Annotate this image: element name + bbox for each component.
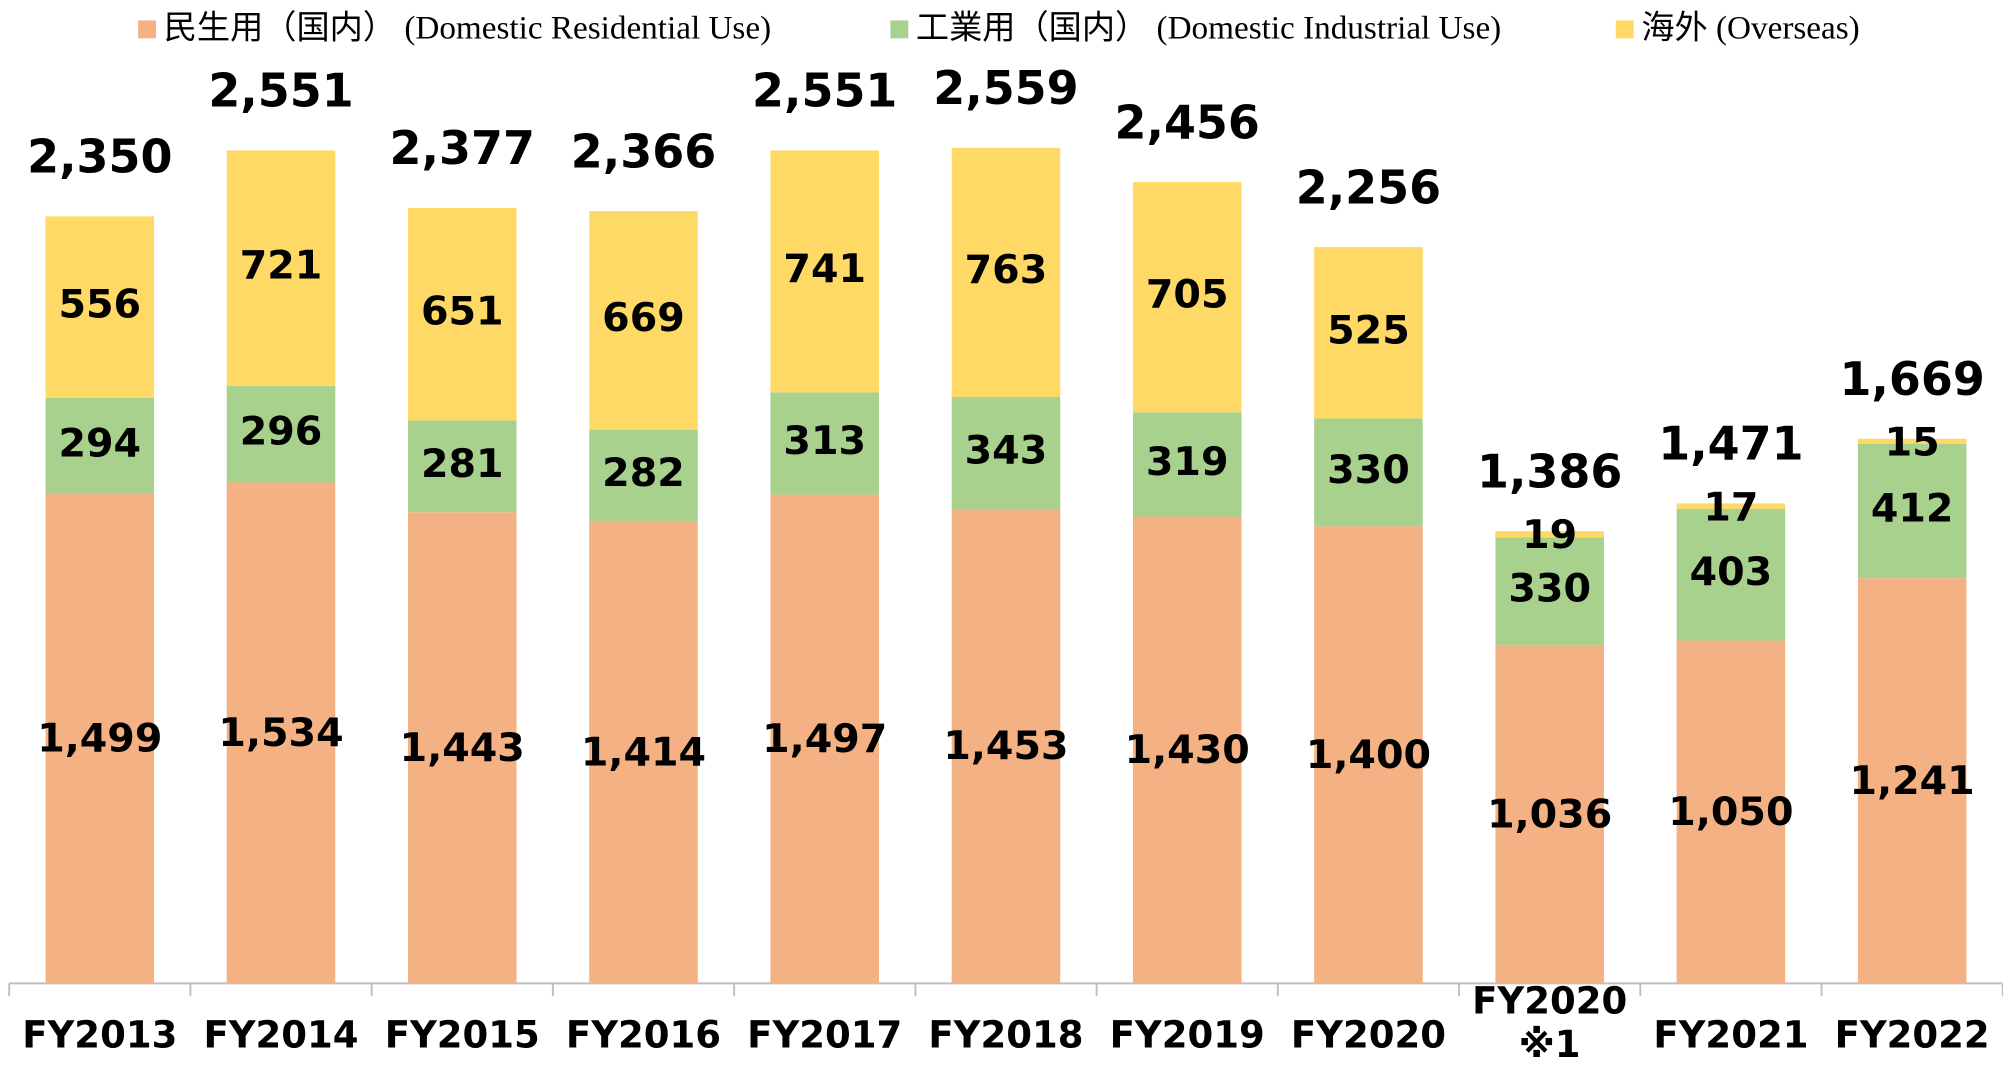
total-label: 2,350 bbox=[27, 130, 172, 184]
total-label: 2,366 bbox=[571, 124, 716, 178]
total-label: 2,256 bbox=[1296, 160, 1441, 214]
value-label: 1,443 bbox=[400, 725, 525, 771]
value-label: 1,400 bbox=[1306, 732, 1431, 778]
value-label: 763 bbox=[965, 247, 1048, 293]
x-tick-label: FY2016 bbox=[566, 1014, 721, 1057]
value-label: 282 bbox=[602, 450, 685, 496]
bar-segment bbox=[1676, 508, 1786, 641]
value-label: 651 bbox=[421, 289, 504, 335]
bar-segment bbox=[45, 216, 155, 398]
value-label: 525 bbox=[1327, 307, 1410, 353]
bar-segment bbox=[45, 493, 155, 984]
value-label: 1,050 bbox=[1668, 789, 1793, 835]
value-label: 294 bbox=[58, 420, 141, 466]
legend-swatch bbox=[1615, 20, 1634, 39]
total-label: 1,471 bbox=[1658, 417, 1803, 471]
x-tick-label: FY2020 ※1 bbox=[1472, 979, 1627, 1065]
bar-segment bbox=[589, 429, 698, 522]
value-label: 296 bbox=[240, 409, 323, 455]
bar-segment bbox=[1857, 443, 1967, 579]
bar-segment bbox=[951, 147, 1061, 397]
bar-segment bbox=[1132, 412, 1242, 517]
value-label: 412 bbox=[1871, 485, 1954, 531]
bar-segment bbox=[589, 521, 698, 984]
total-label: 1,386 bbox=[1477, 444, 1622, 498]
bar-segment bbox=[1132, 516, 1242, 984]
total-label: 1,669 bbox=[1839, 352, 1984, 406]
x-tick-label: FY2018 bbox=[928, 1014, 1083, 1057]
x-tick-label: FY2022 bbox=[1835, 1014, 1990, 1057]
total-label: 2,377 bbox=[390, 121, 535, 175]
total-label: 2,456 bbox=[1115, 95, 1260, 149]
bar-segment bbox=[770, 150, 880, 393]
x-tick-label: FY2017 bbox=[747, 1014, 902, 1057]
value-label: 1,497 bbox=[762, 716, 887, 762]
value-label: 1,036 bbox=[1487, 791, 1612, 837]
x-tick-label: FY2020 bbox=[1291, 1014, 1446, 1057]
total-label: 2,559 bbox=[933, 61, 1078, 115]
value-label: 669 bbox=[602, 295, 685, 341]
value-label: 705 bbox=[1146, 272, 1229, 318]
bar-segment bbox=[1857, 438, 1967, 444]
bar-segment bbox=[951, 508, 1061, 984]
value-label: 319 bbox=[1146, 439, 1229, 485]
bar-segment bbox=[1314, 526, 1423, 984]
x-tick-label: FY2014 bbox=[203, 1014, 358, 1057]
bar-segment bbox=[226, 150, 336, 386]
x-tick-label: FY2013 bbox=[22, 1014, 177, 1057]
bar-segment bbox=[1495, 537, 1604, 646]
x-tick-label: FY2019 bbox=[1110, 1014, 1265, 1057]
legend-swatch bbox=[890, 20, 909, 39]
value-label: 721 bbox=[240, 243, 323, 289]
legend-label: 工業用（国内） (Domestic Industrial Use) bbox=[916, 9, 1501, 46]
value-label: 281 bbox=[421, 441, 504, 487]
value-label: 403 bbox=[1690, 549, 1773, 595]
value-label: 1,241 bbox=[1850, 758, 1975, 804]
value-label: 330 bbox=[1327, 447, 1410, 493]
bar-segment bbox=[226, 482, 336, 984]
bar-segment bbox=[407, 512, 517, 984]
legend: 民生用（国内） (Domestic Residential Use) 工業用（国内… bbox=[138, 9, 1860, 46]
legend-swatch bbox=[138, 20, 157, 39]
value-label: 741 bbox=[783, 246, 866, 292]
x-tick-label: FY2015 bbox=[385, 1014, 540, 1057]
bar-segment bbox=[1676, 503, 1786, 509]
value-label: 1,534 bbox=[218, 710, 343, 756]
bar-segment bbox=[226, 385, 336, 483]
value-label: 15 bbox=[1885, 420, 1940, 466]
value-label: 330 bbox=[1508, 566, 1591, 612]
value-label: 556 bbox=[58, 282, 141, 328]
bar-segment bbox=[1495, 531, 1604, 538]
bar-segment bbox=[951, 396, 1061, 509]
bar-segment bbox=[45, 397, 155, 494]
value-label: 1,499 bbox=[37, 716, 162, 762]
bar-segment bbox=[1314, 418, 1423, 527]
value-label: 17 bbox=[1703, 484, 1758, 530]
total-label: 2,551 bbox=[752, 64, 897, 118]
legend-label: 海外 (Overseas) bbox=[1641, 9, 1859, 46]
value-label: 19 bbox=[1522, 512, 1577, 558]
value-label: 1,414 bbox=[581, 730, 706, 776]
bar-segment bbox=[1857, 578, 1967, 984]
bar-segment bbox=[407, 207, 517, 421]
bar-segment bbox=[1314, 247, 1423, 419]
value-label: 313 bbox=[783, 418, 866, 464]
x-tick-label: FY2021 bbox=[1653, 1014, 1808, 1057]
bar-segment bbox=[589, 211, 698, 430]
bar-segment bbox=[1495, 645, 1604, 984]
bar-segment bbox=[770, 494, 880, 984]
bar-segment bbox=[1676, 640, 1786, 984]
value-label: 1,430 bbox=[1125, 727, 1250, 773]
legend-label: 民生用（国内） (Domestic Residential Use) bbox=[164, 9, 771, 46]
bar-segment bbox=[770, 392, 880, 495]
value-label: 343 bbox=[965, 427, 1048, 473]
bar-segment bbox=[407, 420, 517, 513]
value-label: 1,453 bbox=[943, 723, 1068, 769]
total-label: 2,551 bbox=[208, 64, 353, 118]
bar-segment bbox=[1132, 182, 1242, 413]
